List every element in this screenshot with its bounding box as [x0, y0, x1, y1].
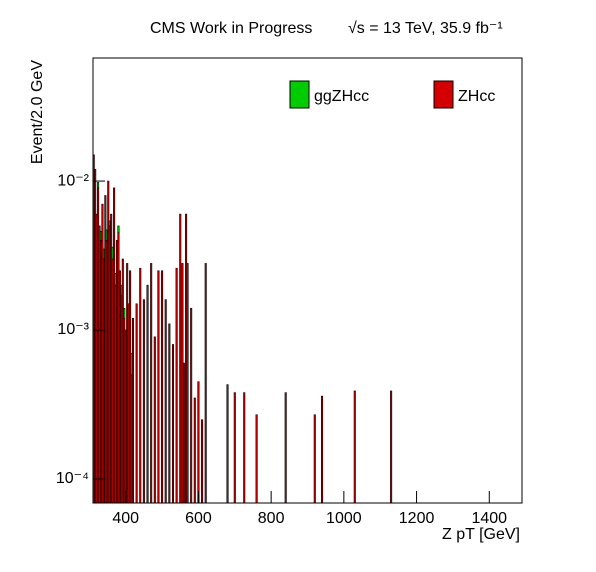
x-tick-label: 1400	[471, 510, 507, 527]
y-axis-label: Event/2.0 GeV	[29, 60, 46, 164]
bar	[117, 225, 120, 234]
x-tick-label: 800	[258, 510, 285, 527]
plot-frame	[92, 57, 523, 504]
bar	[171, 344, 175, 504]
bar	[150, 263, 153, 504]
bar	[243, 392, 246, 504]
bar	[164, 299, 167, 504]
bar	[157, 270, 160, 504]
y-tick-label: 10⁻³	[57, 321, 89, 338]
x-tick-label: 600	[185, 510, 212, 527]
x-tick-label: 1200	[399, 510, 435, 527]
bar	[284, 392, 287, 504]
legend-label: ggZHcc	[314, 88, 369, 105]
legend-swatch	[289, 80, 310, 109]
bar	[313, 414, 316, 504]
bar	[175, 267, 178, 504]
legend-swatch	[433, 80, 454, 109]
bar	[201, 419, 204, 504]
bar	[161, 270, 164, 504]
chart-subtitle: √s = 13 TeV, 35.9 fb⁻¹	[348, 20, 503, 37]
bar	[390, 390, 393, 504]
bar	[255, 414, 258, 504]
bar	[182, 362, 185, 504]
bar	[179, 213, 182, 504]
x-tick-label: 400	[112, 510, 139, 527]
y-tick-label: 10⁻⁴	[56, 470, 89, 487]
bar	[204, 263, 207, 504]
bar	[193, 397, 196, 504]
bar	[153, 336, 156, 504]
x-axis-label: Z pT [GeV]	[442, 526, 520, 543]
bar	[146, 284, 149, 504]
x-tick-label: 1000	[326, 510, 362, 527]
bar	[186, 263, 189, 504]
legend-label: ZHcc	[458, 88, 495, 105]
bar	[135, 303, 138, 504]
bar	[123, 307, 126, 319]
y-tick-label: 10⁻²	[57, 172, 89, 189]
bar	[190, 307, 193, 504]
chart-title: CMS Work in Progress	[150, 20, 312, 37]
bar	[97, 182, 100, 189]
bar	[168, 323, 171, 504]
bar	[353, 390, 356, 504]
bar	[226, 384, 229, 504]
bar	[142, 299, 145, 504]
bar	[139, 267, 142, 504]
bar	[131, 317, 135, 504]
bar	[321, 395, 324, 504]
bar	[233, 392, 236, 504]
bar	[197, 381, 200, 504]
